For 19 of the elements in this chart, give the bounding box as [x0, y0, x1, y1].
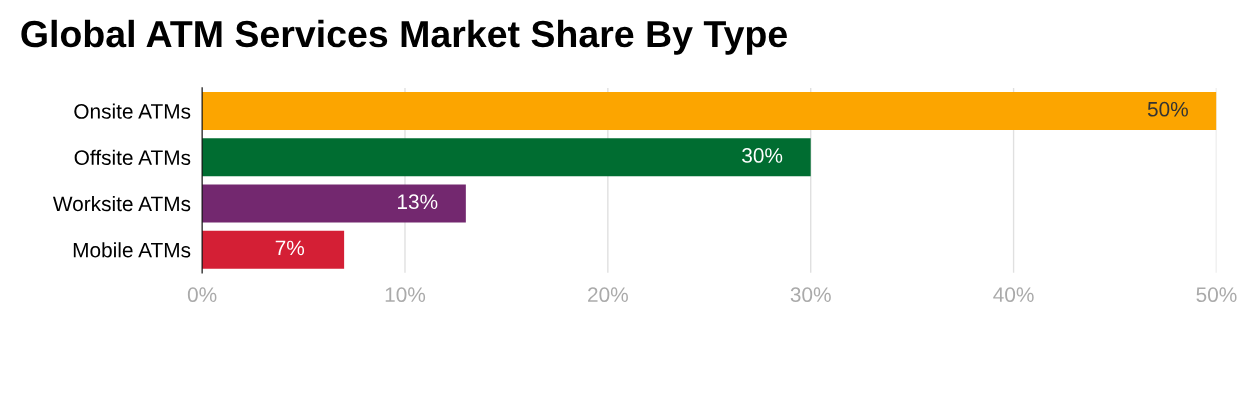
x-tick-label: 50% — [1196, 287, 1237, 303]
x-tick-label: 10% — [385, 287, 426, 303]
data-label: 30% — [742, 148, 783, 163]
x-tick-label: 30% — [790, 287, 831, 303]
bar — [202, 184, 466, 223]
data-label: 50% — [1147, 101, 1188, 117]
bar — [202, 230, 345, 269]
y-tick-label: Mobile ATMs — [73, 242, 191, 258]
data-label: 7% — [275, 240, 305, 256]
bar — [202, 138, 811, 177]
x-tick-label: 40% — [993, 287, 1034, 303]
bar — [202, 92, 1217, 130]
y-tick-label: Offsite ATMs — [74, 149, 191, 166]
x-tick-label: 20% — [588, 287, 628, 303]
chart-title: Global ATM Services Market Share By Type — [21, 19, 787, 55]
data-label: 13% — [397, 194, 438, 210]
y-tick-label: Onsite ATMs — [74, 103, 191, 119]
x-tick-label: 0% — [187, 287, 217, 303]
y-tick-label: Worksite ATMs — [52, 195, 191, 212]
